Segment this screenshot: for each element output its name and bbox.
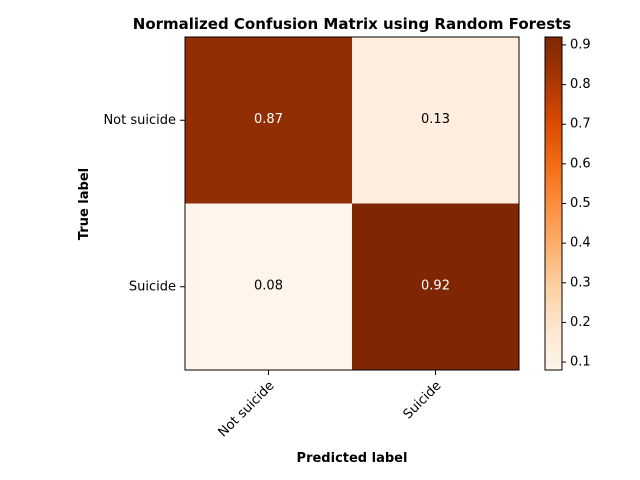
colorbar-tick-label: 0.5 [570, 196, 591, 211]
colorbar-tick-label: 0.7 [570, 117, 591, 132]
matrix-cells [185, 37, 520, 371]
matrix-cell-labels: 0.87 0.13 0.08 0.92 [254, 112, 450, 294]
y-axis-label: True label [77, 168, 92, 240]
colorbar-tick-label: 0.8 [570, 77, 591, 92]
x-tick-label: Not suicide [216, 378, 278, 440]
cell-value-label: 0.13 [421, 112, 450, 127]
matrix-cell [185, 37, 353, 204]
matrix-frame [184, 36, 520, 371]
colorbar-tick-label: 0.3 [570, 275, 591, 290]
x-tick-label: Suicide [401, 378, 445, 422]
colorbar-tick-label: 0.6 [570, 156, 591, 171]
matrix-cell [185, 203, 353, 371]
matrix-cell [352, 203, 520, 371]
y-tick-label: Suicide [129, 279, 176, 294]
colorbar-tick-label: 0.9 [570, 37, 591, 52]
cell-value-label: 0.92 [421, 278, 450, 293]
x-axis-label: Predicted label [297, 451, 408, 466]
colorbar-ticks: 0.1 0.2 0.3 0.4 0.5 0.6 0.7 0.8 0.9 [562, 37, 591, 370]
colorbar-tick-label: 0.2 [570, 315, 591, 330]
colorbar-tick-label: 0.4 [570, 236, 591, 251]
y-axis-ticks: Not suicide Suicide [103, 113, 185, 294]
matrix-cell [352, 37, 520, 204]
colorbar [544, 36, 563, 371]
y-tick-label: Not suicide [103, 113, 176, 128]
x-axis-ticks: Not suicide Suicide [216, 370, 445, 440]
cell-value-label: 0.08 [254, 278, 283, 293]
chart-title: Normalized Confusion Matrix using Random… [133, 15, 572, 33]
cell-value-label: 0.87 [254, 112, 283, 127]
colorbar-tick-label: 0.1 [570, 355, 591, 370]
